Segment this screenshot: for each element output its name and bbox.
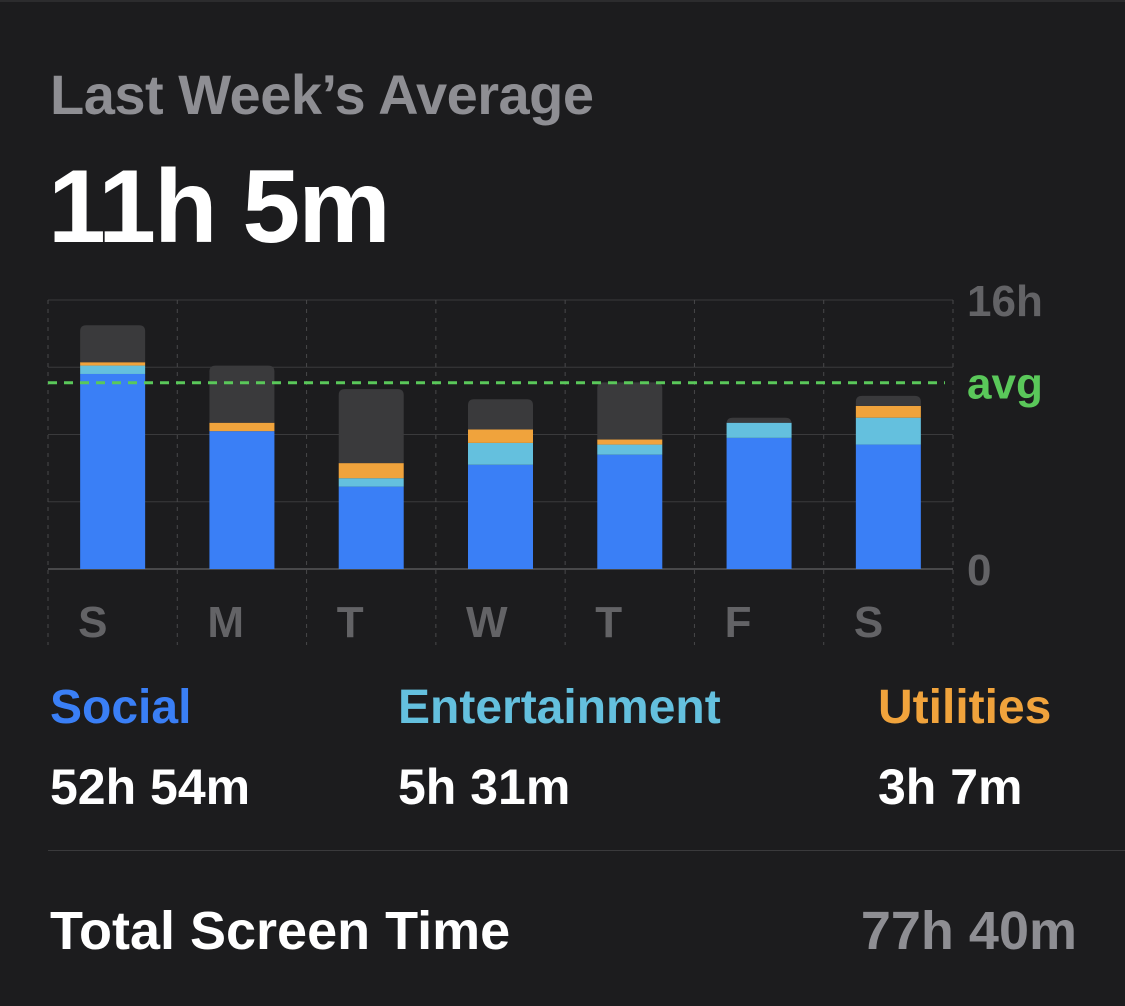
average-label: avg [967,360,1043,409]
day-label: F [725,598,752,647]
bar-segment-social [80,373,146,569]
day-label: S [854,598,883,647]
bar-segment-utilities [338,463,404,479]
bar-segment-remainder [855,395,921,406]
bar-segment-utilities [468,429,533,443]
average-subtitle: Last Week’s Average [50,63,594,126]
legend-entertainment-value: 5h 31m [398,759,571,815]
bar-segment-social [209,431,275,569]
bar-segment-utilities [80,362,146,366]
bar-segment-social [468,464,533,569]
day-label: M [207,598,244,647]
bar-segment-remainder [468,399,533,430]
total-screen-time-label: Total Screen Time [50,901,511,961]
bar-segment-entertainment [338,478,404,487]
bar-segment-remainder [597,382,663,440]
legend-entertainment-label[interactable]: Entertainment [398,681,721,734]
bar-segment-entertainment [726,422,792,438]
legend-utilities-value: 3h 7m [878,759,1023,815]
total-screen-time-value: 77h 40m [860,901,1077,961]
day-label: T [337,598,364,647]
bar-segment-social [855,444,921,569]
bar-segment-social [597,454,663,569]
bar-segment-remainder [338,389,404,464]
average-value: 11h 5m [48,149,391,265]
bar-segment-entertainment [80,365,146,374]
section-divider [48,850,1125,851]
y-tick-label-zero: 0 [967,546,991,595]
day-label: T [595,598,622,647]
bar-segment-entertainment [597,444,663,455]
bar-segment-entertainment [468,442,533,465]
bar-segment-remainder [209,365,275,423]
bar-segment-utilities [209,422,275,432]
y-tick-label-max: 16h [967,280,1043,326]
bar-segment-remainder [80,325,146,363]
day-label: W [466,598,508,647]
legend-social-value: 52h 54m [50,759,251,815]
top-divider [0,0,1125,2]
day-label: S [78,598,107,647]
bar-segment-social [338,486,404,569]
bar-segment-utilities [597,439,663,445]
bar-segment-remainder [726,417,792,424]
bar-segment-entertainment [855,417,921,445]
legend-utilities-label[interactable]: Utilities [878,681,1052,734]
legend-social-label[interactable]: Social [50,681,192,734]
bar-segment-utilities [855,405,921,418]
bar-segment-social [726,437,792,569]
